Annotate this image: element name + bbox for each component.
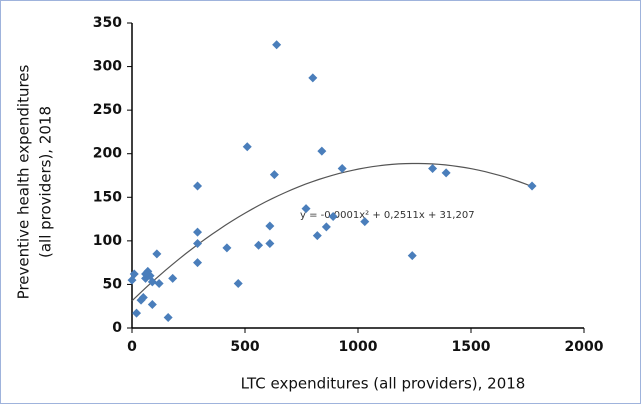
point	[152, 249, 162, 259]
trendline-equation: y = -0,0001x² + 0,2511x + 31,207	[300, 210, 475, 221]
point	[428, 164, 438, 174]
point	[127, 275, 137, 285]
y-axis-title: Preventive health expenditures	[15, 64, 33, 299]
y-tick-label: 300	[93, 59, 122, 75]
y-tick-label: 50	[103, 276, 123, 292]
point	[265, 238, 275, 248]
point	[168, 273, 178, 283]
point	[233, 279, 243, 289]
y-tick-label: 150	[93, 189, 122, 205]
y-tick-label: 100	[93, 233, 122, 249]
point	[407, 251, 417, 261]
x-tick-label: 1500	[452, 339, 491, 355]
point	[312, 231, 322, 241]
y-tick-label: 350	[93, 15, 122, 31]
x-tick-label: 2000	[565, 339, 604, 355]
point	[147, 277, 157, 287]
point	[527, 181, 537, 191]
point	[308, 73, 318, 83]
point	[317, 146, 327, 156]
point	[337, 164, 347, 174]
y-axis-title: (all providers), 2018	[37, 106, 55, 258]
point	[163, 313, 173, 323]
y-tick-label: 0	[112, 320, 122, 336]
x-axis-title: LTC expenditures (all providers), 2018	[241, 375, 526, 393]
point	[269, 170, 279, 180]
point	[265, 221, 275, 231]
point	[147, 299, 157, 309]
point	[328, 211, 338, 221]
point	[193, 227, 203, 237]
point	[193, 258, 203, 268]
trendline	[131, 162, 533, 302]
point	[154, 279, 164, 289]
x-tick-label: 0	[127, 339, 137, 355]
point	[272, 40, 282, 50]
point	[360, 217, 370, 227]
x-tick-label: 500	[230, 339, 259, 355]
point	[136, 295, 146, 305]
point	[141, 269, 151, 279]
point	[193, 238, 203, 248]
point	[132, 308, 142, 318]
point	[222, 243, 232, 253]
point	[254, 240, 264, 250]
y-tick-label: 200	[93, 146, 122, 162]
x-tick-label: 1000	[339, 339, 378, 355]
point	[193, 181, 203, 191]
point	[301, 204, 311, 214]
point	[242, 142, 252, 152]
y-tick-label: 250	[93, 102, 122, 118]
point	[321, 222, 331, 232]
point	[441, 168, 451, 178]
